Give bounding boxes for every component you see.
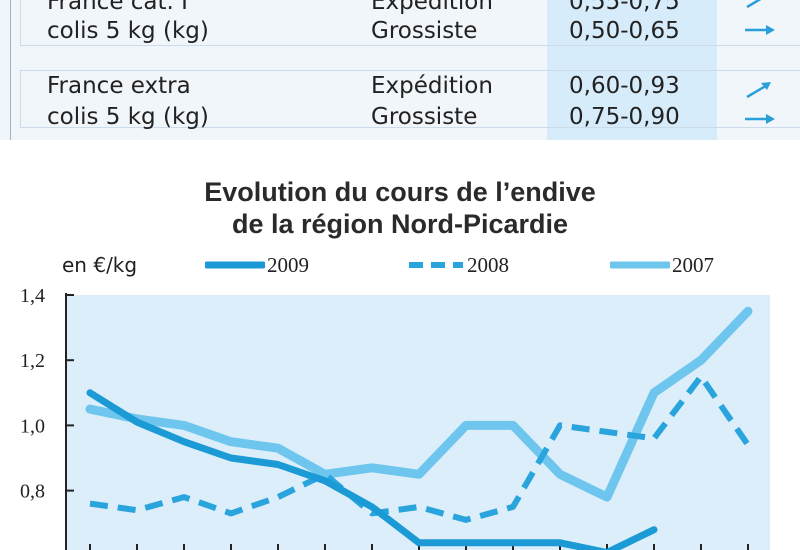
y-tick-label: 1,0 <box>20 415 45 437</box>
market-label: Grossiste <box>371 18 478 44</box>
series-line-2007 <box>85 306 753 502</box>
legend-label: 2009 <box>267 253 309 277</box>
price-range: 0,60-0,93 <box>569 73 680 99</box>
chart-panel: Evolution du cours de l’endive de la rég… <box>0 158 800 550</box>
market-label: Expédition <box>371 0 493 15</box>
legend-swatch-2007 <box>610 261 670 269</box>
series-line-2009 <box>86 389 658 550</box>
table-row: France cat. I colis 5 kg (kg) Expédition… <box>20 0 800 46</box>
price-range: 0,50-0,65 <box>569 18 680 44</box>
y-tick-label: 0,8 <box>20 481 45 503</box>
y-tick-label: 0,6 <box>20 546 45 550</box>
product-name-line2: colis 5 kg (kg) <box>47 18 209 44</box>
y-tick-label: 1,4 <box>20 285 45 307</box>
chart-title-line2: de la région Nord-Picardie <box>231 209 569 239</box>
product-name-line1: France cat. I <box>47 0 188 15</box>
chart-title-line1: Evolution du cours de l’endive <box>204 177 596 207</box>
up-arrow-icon <box>739 0 779 15</box>
price-range: 0,75-0,90 <box>569 104 680 130</box>
table-row: France extra colis 5 kg (kg) Expédition … <box>20 70 800 130</box>
legend-label: 2007 <box>672 253 714 277</box>
product-name-line1: France extra <box>47 73 191 99</box>
right-arrow-icon <box>739 15 779 45</box>
table-left-rule <box>10 0 11 140</box>
legend-label: 2008 <box>467 253 509 277</box>
market-label: Grossiste <box>371 104 478 130</box>
market-label: Expédition <box>371 73 493 99</box>
price-table: France cat. I colis 5 kg (kg) Expédition… <box>0 0 800 140</box>
y-tick-label: 1,2 <box>20 350 45 372</box>
right-arrow-icon <box>739 104 779 134</box>
y-axis-label: en €/kg <box>62 253 138 277</box>
legend-swatch-2009 <box>205 261 265 269</box>
line-chart: 1,4 1,2 1,0 0,8 0,6 <box>20 285 770 550</box>
series-line-2008 <box>89 373 751 523</box>
legend-swatch-2008 <box>409 262 463 268</box>
up-arrow-icon <box>739 73 779 103</box>
price-range: 0,55-0,75 <box>569 0 680 15</box>
product-name-line2: colis 5 kg (kg) <box>47 104 209 130</box>
